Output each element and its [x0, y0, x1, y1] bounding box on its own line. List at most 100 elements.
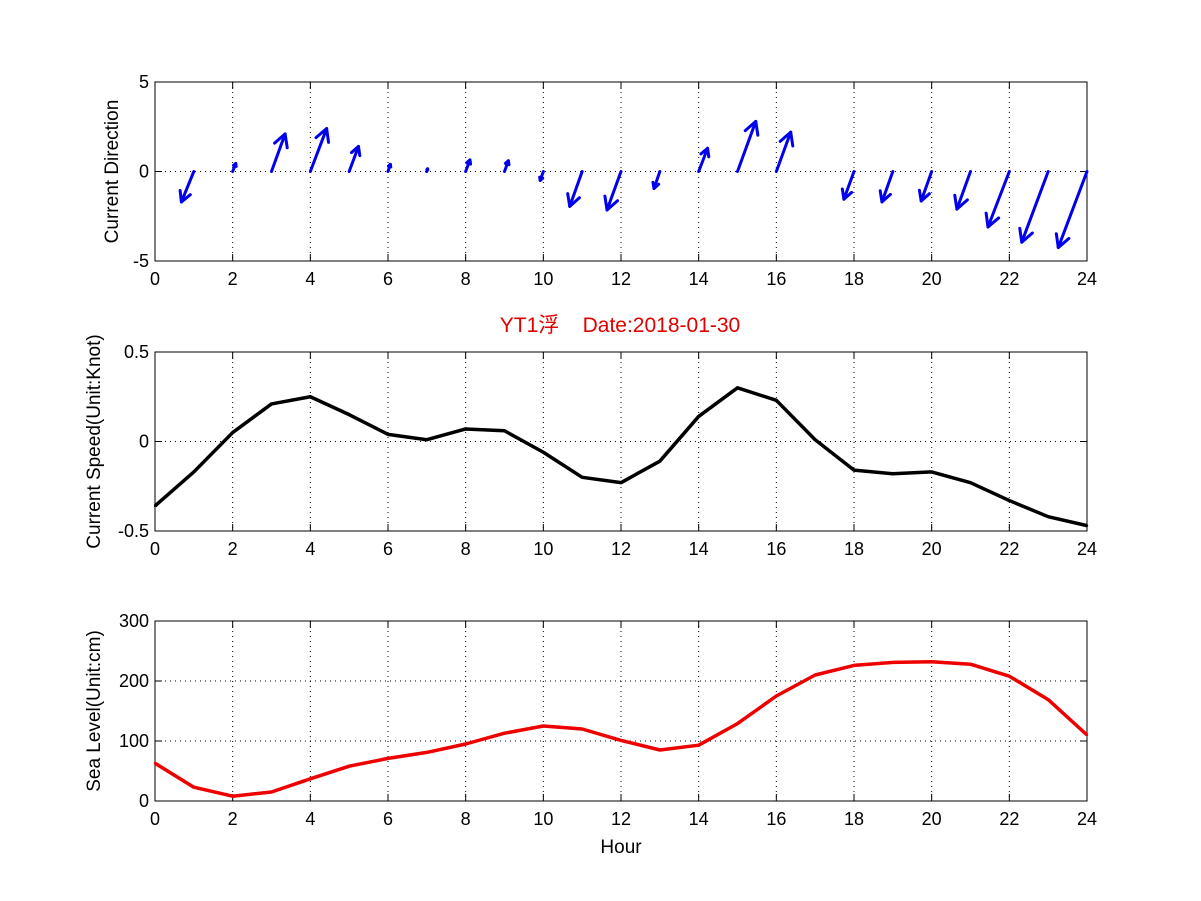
data-points [153, 660, 1089, 798]
x-tick-label: 22 [999, 539, 1019, 559]
x-tick-label: 24 [1077, 539, 1097, 559]
arrow-head [566, 192, 581, 208]
arrow-head [984, 211, 1001, 229]
arrow-shaft [179, 170, 196, 204]
y-tick-label: 0 [139, 432, 149, 452]
x-tick-label: 4 [305, 269, 315, 289]
arrow-head [603, 194, 620, 212]
data-point [930, 660, 933, 663]
x-tick-label: 8 [461, 809, 471, 829]
data-point [658, 748, 662, 752]
x-tick-label: 12 [611, 539, 631, 559]
arrow-head [465, 158, 473, 166]
data-point [775, 399, 778, 402]
arrow-mark [603, 170, 623, 212]
data-point [736, 386, 739, 389]
data-point [386, 757, 390, 760]
arrow-mark [774, 130, 795, 173]
x-tick-label: 8 [461, 539, 471, 559]
arrow-mark [347, 144, 362, 173]
data-point [347, 765, 351, 768]
arrow-head [878, 189, 892, 204]
arrow-head [743, 119, 760, 137]
arrow-head [917, 188, 931, 203]
data-point [192, 786, 196, 789]
data-point [464, 427, 467, 431]
current-speed-line [153, 386, 1088, 528]
arrow-mark [464, 158, 473, 173]
arrow-shaft [568, 170, 584, 208]
x-tick-label: 18 [844, 809, 864, 829]
arrow-head [314, 127, 331, 144]
arrow-head [386, 162, 393, 169]
x-tick-label: 2 [228, 539, 238, 559]
x-tick-label: 10 [533, 809, 553, 829]
data-point [542, 724, 545, 728]
data-point [231, 431, 234, 434]
x-tick-label: 16 [766, 269, 786, 289]
x-tick-label: 4 [305, 539, 315, 559]
data-point [969, 663, 972, 666]
data-point [386, 433, 390, 436]
arrow-shaft [774, 130, 793, 173]
x-tick-label: 20 [922, 269, 942, 289]
arrow-shaft [880, 170, 895, 204]
x-tick-label: 2 [228, 269, 238, 289]
data-point [542, 451, 545, 454]
data-point [270, 402, 273, 406]
arrow-mark [503, 159, 511, 173]
data-point [930, 470, 933, 474]
y-tick-label: -0.5 [118, 521, 149, 541]
data-point [503, 732, 506, 735]
data-point [1085, 524, 1089, 527]
arrow-mark [651, 170, 662, 191]
x-tick-label: 18 [844, 539, 864, 559]
arrow-shaft [270, 132, 287, 173]
data-points [153, 386, 1089, 527]
arrow-mark [270, 132, 289, 173]
x-tick-label: 20 [922, 539, 942, 559]
x-axis-label: Hour [600, 837, 642, 858]
x-tick-label: 16 [766, 809, 786, 829]
x-tick-label: 18 [844, 269, 864, 289]
x-tick-label: 12 [611, 269, 631, 289]
data-point [1046, 698, 1050, 701]
y-tick-label: -5 [133, 251, 149, 271]
data-point [503, 429, 506, 432]
x-tick-label: 6 [383, 539, 393, 559]
x-tick-label: 24 [1077, 269, 1097, 289]
arrow-mark [178, 170, 196, 204]
data-point [153, 504, 157, 508]
arrow-head [503, 159, 511, 167]
arrow-mark [697, 146, 711, 173]
arrow-head [538, 175, 545, 182]
arrow-head [699, 146, 711, 159]
arrow-shaft [736, 119, 758, 173]
arrow-mark [231, 161, 238, 173]
arrow-head [231, 161, 238, 168]
arrow-shaft [308, 127, 329, 173]
x-tick-label: 12 [611, 809, 631, 829]
data-point [153, 762, 157, 765]
arrow-shaft [697, 146, 710, 173]
data-point [464, 742, 467, 746]
data-point [347, 413, 351, 416]
arrow-mark [1018, 170, 1050, 244]
x-tick-label: 10 [533, 539, 553, 559]
y-tick-label: 5 [139, 72, 149, 92]
y-axis-label: Current Speed(Unit:Knot) [84, 334, 105, 548]
arrow-mark [953, 170, 972, 211]
data-point [891, 472, 895, 475]
chart-title: YT1浮 Date:2018-01-30 [500, 314, 740, 337]
data-point [813, 673, 817, 677]
x-tick-label: 0 [150, 809, 160, 829]
x-tick-label: 16 [766, 539, 786, 559]
data-point [270, 790, 273, 794]
arrow-shaft [842, 170, 856, 201]
x-tick-label: 0 [150, 539, 160, 559]
arrow-head [1054, 232, 1071, 250]
arrow-head [840, 187, 854, 201]
